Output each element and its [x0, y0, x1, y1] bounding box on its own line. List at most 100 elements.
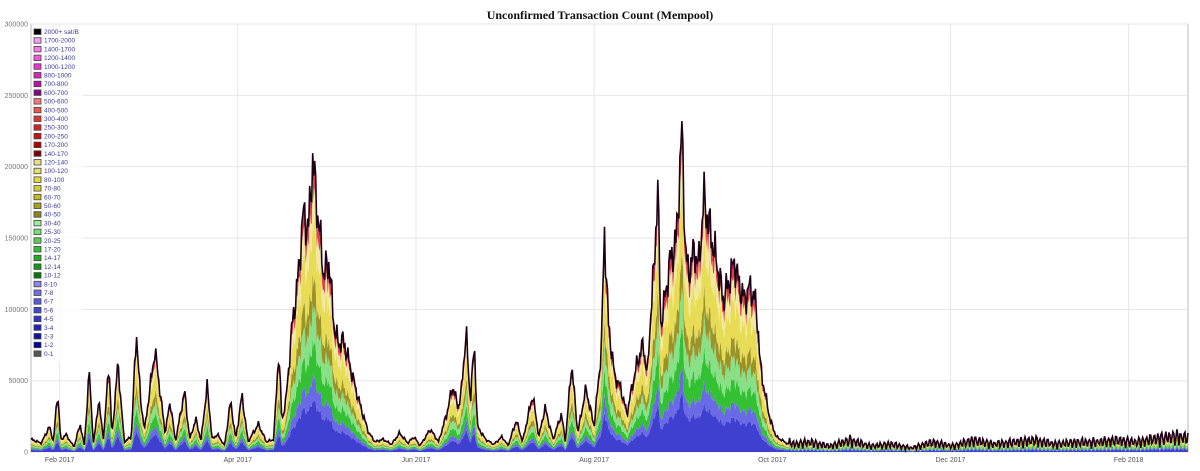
legend-label: 120-140 [44, 160, 68, 167]
legend-swatch [33, 72, 42, 79]
legend-swatch [33, 124, 42, 131]
y-tick-label: 0 [24, 450, 28, 457]
legend-label: 12-14 [44, 264, 61, 271]
legend-swatch [33, 306, 42, 314]
y-tick-label: 200000 [5, 164, 28, 171]
legend-swatch [33, 98, 42, 105]
total-series-line [30, 120, 1189, 454]
legend-swatch [33, 254, 42, 262]
legend-label: 2-3 [44, 334, 54, 341]
legend-swatch [33, 185, 42, 192]
legend-label: 80-100 [44, 177, 65, 184]
legend-label: 800-1000 [44, 73, 72, 80]
legend-label: 1000-1200 [44, 64, 75, 71]
x-tick-label: Feb 2017 [45, 457, 75, 464]
legend-swatch [33, 333, 42, 340]
legend-swatch [33, 176, 42, 183]
legend-swatch [33, 89, 42, 96]
legend-label: 600-700 [44, 90, 68, 97]
y-tick-label: 100000 [5, 307, 28, 314]
legend-swatch [33, 106, 42, 114]
legend-label: 8-10 [44, 281, 57, 288]
legend-swatch [33, 219, 42, 227]
legend-label: 200-250 [44, 133, 68, 140]
legend-label: 14-17 [44, 255, 61, 262]
legend-label: 6-7 [44, 299, 54, 306]
legend-swatch [33, 315, 42, 323]
legend-label: 7-8 [44, 290, 54, 297]
legend-swatch [33, 46, 42, 53]
y-tick-label: 150000 [5, 236, 28, 243]
legend-swatch [33, 228, 42, 236]
legend-swatch [33, 202, 42, 209]
chart-title: Unconfirmed Transaction Count (Mempool) [486, 8, 714, 22]
y-tick-label: 50000 [9, 378, 29, 385]
legend-swatch [33, 263, 42, 270]
legend-swatch [33, 211, 42, 218]
legend-label: 70-80 [44, 186, 61, 193]
legend-label: 400-500 [44, 107, 68, 114]
x-tick-label: Aug 2017 [579, 457, 609, 464]
legend-label: 25-30 [44, 229, 61, 236]
legend-label: 170-200 [44, 142, 68, 149]
legend-label: 0-1 [44, 351, 54, 358]
legend-swatch [33, 350, 42, 357]
legend-label: 17-20 [44, 247, 61, 254]
layer-yellow [31, 187, 1188, 451]
legend-label: 250-300 [44, 125, 68, 132]
legend-swatch [33, 167, 42, 175]
legend-swatch [33, 115, 42, 122]
legend-label: 1-2 [44, 342, 54, 349]
legend-label: 1400-1700 [44, 46, 75, 53]
legend-swatch [33, 246, 42, 253]
legend-swatch [33, 237, 42, 244]
y-tick-label: 300000 [5, 22, 28, 29]
legend-label: 1700-2000 [44, 38, 75, 45]
x-tick-label: Dec 2017 [935, 457, 965, 464]
legend-swatch [33, 37, 42, 44]
legend-label: 40-50 [44, 212, 61, 219]
layer-yellow-light [31, 150, 1188, 451]
legend-label: 2000+ sat/B [44, 29, 79, 36]
layer-blue-low [31, 392, 1188, 452]
legend-swatch [33, 324, 42, 331]
legend-swatch [33, 298, 42, 305]
legend-label: 50-60 [44, 203, 61, 210]
layer-olive [31, 253, 1188, 451]
legend-swatch [33, 63, 42, 70]
legend-label: 1200-1400 [44, 55, 75, 62]
legend-label: 300-400 [44, 116, 68, 123]
legend-swatch [33, 159, 42, 166]
legend-swatch [33, 80, 42, 88]
legend-label: 60-70 [44, 194, 61, 201]
x-tick-label: Apr 2017 [224, 457, 253, 464]
legend-label: 140-170 [44, 151, 68, 158]
legend-swatch [33, 280, 42, 288]
legend-swatch [33, 28, 42, 35]
layer-green-dark [31, 326, 1188, 452]
legend-label: 4-5 [44, 316, 54, 323]
legend-swatch [33, 141, 42, 149]
legend-swatch [33, 272, 42, 279]
legend-swatch [33, 54, 42, 61]
layer-green-light [31, 286, 1188, 452]
legend-label: 700-800 [44, 81, 68, 88]
layer-blue-high [31, 365, 1188, 452]
legend-swatch [33, 341, 42, 349]
legend-swatch [33, 289, 42, 296]
legend-label: 3-4 [44, 325, 54, 332]
legend-label: 30-40 [44, 220, 61, 227]
legend-swatch [33, 132, 42, 140]
legend-label: 20-25 [44, 238, 61, 245]
legend-label: 100-120 [44, 168, 68, 175]
y-tick-label: 250000 [5, 93, 28, 100]
x-tick-label: Jun 2017 [402, 457, 431, 464]
legend-label: 10-12 [44, 273, 61, 280]
x-tick-label: Oct 2017 [758, 457, 787, 464]
legend-label: 5-6 [44, 307, 54, 314]
x-tick-label: Feb 2018 [1114, 457, 1144, 464]
legend-swatch [33, 150, 42, 157]
legend-swatch [33, 193, 42, 201]
